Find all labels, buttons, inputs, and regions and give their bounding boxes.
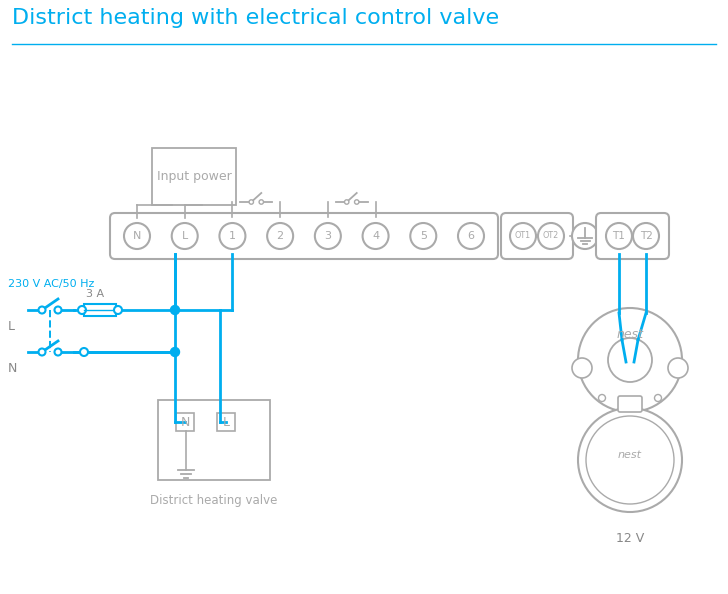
Text: L: L (223, 415, 229, 428)
FancyBboxPatch shape (110, 213, 498, 259)
Circle shape (170, 305, 180, 314)
Circle shape (314, 223, 341, 249)
Circle shape (55, 307, 61, 314)
Circle shape (344, 200, 349, 204)
FancyBboxPatch shape (176, 413, 194, 431)
Circle shape (55, 349, 61, 355)
Circle shape (80, 348, 88, 356)
Circle shape (172, 223, 198, 249)
FancyBboxPatch shape (84, 304, 116, 316)
Text: 4: 4 (372, 231, 379, 241)
Text: N: N (132, 231, 141, 241)
Circle shape (572, 358, 592, 378)
Text: 230 V AC/50 Hz: 230 V AC/50 Hz (8, 279, 95, 289)
Circle shape (458, 223, 484, 249)
Circle shape (598, 394, 606, 402)
Circle shape (363, 223, 389, 249)
FancyBboxPatch shape (152, 148, 236, 205)
Text: 1: 1 (229, 231, 236, 241)
Circle shape (124, 223, 150, 249)
Circle shape (114, 306, 122, 314)
FancyBboxPatch shape (217, 413, 235, 431)
Circle shape (668, 358, 688, 378)
FancyBboxPatch shape (618, 396, 642, 412)
Text: nest: nest (617, 327, 644, 340)
Text: District heating valve: District heating valve (150, 494, 277, 507)
Circle shape (170, 347, 180, 356)
Circle shape (411, 223, 436, 249)
FancyBboxPatch shape (158, 400, 270, 480)
Text: nest: nest (618, 450, 642, 460)
Circle shape (267, 223, 293, 249)
Text: T2: T2 (640, 231, 652, 241)
Circle shape (606, 223, 632, 249)
Circle shape (608, 338, 652, 382)
Text: District heating with electrical control valve: District heating with electrical control… (12, 8, 499, 28)
Circle shape (510, 223, 536, 249)
Text: 5: 5 (420, 231, 427, 241)
Circle shape (39, 307, 45, 314)
Circle shape (578, 408, 682, 512)
Text: OT2: OT2 (543, 232, 559, 241)
Circle shape (578, 308, 682, 412)
Text: L: L (181, 231, 188, 241)
Circle shape (249, 200, 253, 204)
Circle shape (654, 394, 662, 402)
Circle shape (219, 223, 245, 249)
FancyBboxPatch shape (501, 213, 573, 259)
Circle shape (259, 200, 264, 204)
Text: T1: T1 (612, 231, 625, 241)
Circle shape (586, 416, 674, 504)
Circle shape (538, 223, 564, 249)
Text: N: N (8, 362, 17, 375)
Text: N: N (181, 415, 190, 428)
Text: Input power: Input power (157, 170, 232, 183)
Text: OT1: OT1 (515, 232, 531, 241)
Text: 12 V: 12 V (616, 532, 644, 545)
Circle shape (78, 306, 86, 314)
Circle shape (39, 349, 45, 355)
Text: 6: 6 (467, 231, 475, 241)
Circle shape (633, 223, 659, 249)
Circle shape (355, 200, 359, 204)
Text: 3 A: 3 A (86, 289, 104, 299)
Text: 2: 2 (277, 231, 284, 241)
Text: L: L (8, 320, 15, 333)
Text: 3: 3 (325, 231, 331, 241)
Circle shape (572, 223, 598, 249)
FancyBboxPatch shape (596, 213, 669, 259)
